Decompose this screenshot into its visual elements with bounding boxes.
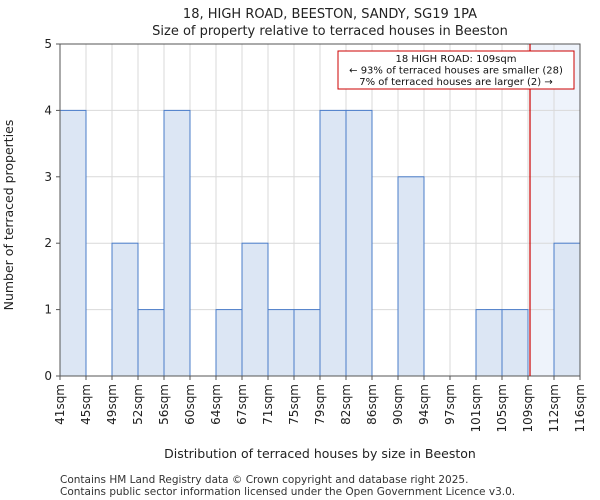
- bar-41sqm: [59, 109, 87, 377]
- annotation-box: [337, 50, 575, 90]
- x-tick-label: 41sqm: [53, 384, 67, 425]
- bar-79sqm: [319, 109, 347, 377]
- x-tick-label: 90sqm: [391, 384, 405, 425]
- y-tick-label: 2: [44, 236, 52, 250]
- bar-112sqm: [553, 242, 581, 377]
- bar-105sqm: [501, 309, 529, 377]
- bar-90sqm: [397, 176, 425, 377]
- y-tick-label: 0: [44, 369, 52, 383]
- bar-56sqm: [163, 109, 191, 377]
- bar-67sqm: [241, 242, 269, 377]
- y-tick-label: 5: [44, 37, 52, 51]
- annotation-line2: ← 93% of terraced houses are smaller (28…: [349, 66, 563, 77]
- x-tick-label: 64sqm: [209, 384, 223, 425]
- x-tick-label: 112sqm: [547, 384, 561, 432]
- x-tick-label: 101sqm: [469, 384, 483, 432]
- x-tick-label: 105sqm: [495, 384, 509, 432]
- x-tick-label: 82sqm: [339, 384, 353, 425]
- x-tick-label: 71sqm: [261, 384, 275, 425]
- x-tick-label: 79sqm: [313, 384, 327, 425]
- chart-title: 18, HIGH ROAD, BEESTON, SANDY, SG19 1PA: [183, 7, 477, 22]
- annotation-line3: 7% of terraced houses are larger (2) →: [359, 77, 553, 88]
- y-tick-label: 1: [44, 303, 52, 317]
- bar-64sqm: [215, 309, 243, 377]
- y-tick-label: 4: [44, 103, 52, 117]
- x-tick-label: 116sqm: [573, 384, 587, 432]
- x-tick-label: 67sqm: [235, 384, 249, 425]
- x-tick-label: 109sqm: [521, 384, 535, 432]
- bar-49sqm: [111, 242, 139, 377]
- annotation-line1: 18 HIGH ROAD: 109sqm: [396, 54, 517, 65]
- bar-101sqm: [475, 309, 503, 377]
- x-tick-label: 49sqm: [105, 384, 119, 425]
- chart-subtitle: Size of property relative to terraced ho…: [152, 24, 508, 39]
- x-tick-label: 75sqm: [287, 384, 301, 425]
- footer-line-1: Contains HM Land Registry data © Crown c…: [60, 474, 468, 486]
- x-tick-label: 60sqm: [183, 384, 197, 425]
- bar-75sqm: [293, 309, 321, 377]
- bar-82sqm: [345, 109, 373, 377]
- y-tick-label: 3: [44, 170, 52, 184]
- plot-area: 0 1 2 3 4 5 41sqm 45sqm 49sqm 52sqm 56sqm 60sqm 64sq…: [44, 37, 587, 432]
- x-tick-label: 86sqm: [365, 384, 379, 425]
- y-axis-label: Number of terraced properties: [1, 120, 16, 311]
- x-tick-label: 97sqm: [443, 384, 457, 425]
- x-tick-label: 45sqm: [79, 384, 93, 425]
- x-tick-label: 52sqm: [131, 384, 145, 425]
- bar-52sqm: [137, 309, 165, 377]
- x-tick-label: 56sqm: [157, 384, 171, 425]
- bar-71sqm: [267, 309, 295, 377]
- x-tick-label: 94sqm: [417, 384, 431, 425]
- x-axis-label: Distribution of terraced houses by size …: [164, 446, 476, 461]
- footer-line-2: Contains public sector information licen…: [60, 486, 515, 498]
